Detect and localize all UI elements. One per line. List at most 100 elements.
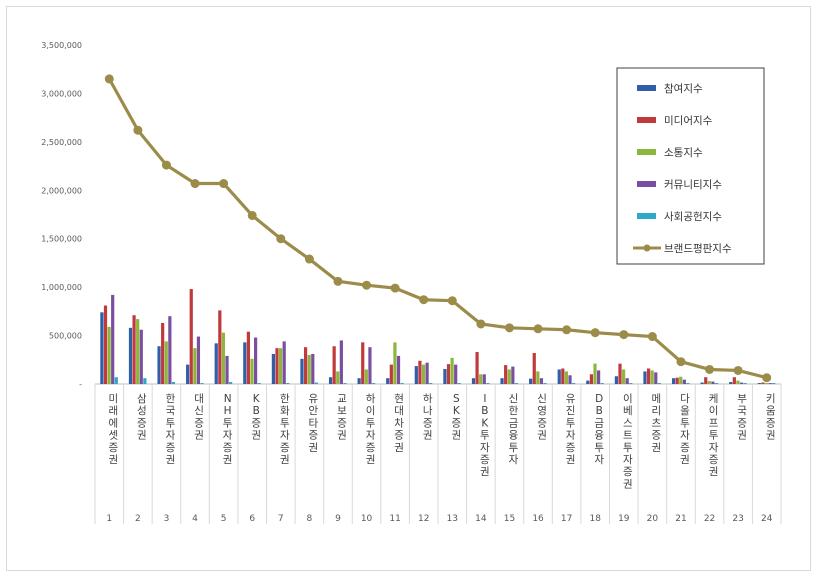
bar-5-13 — [457, 383, 461, 384]
bar-5-22 — [714, 383, 719, 384]
legend-swatch-2 — [637, 117, 656, 123]
brand-index-point-21 — [676, 357, 686, 367]
y-tick-label: 2,500,000 — [41, 138, 82, 147]
index-label-16: 16 — [532, 514, 544, 524]
bar-1-4 — [186, 364, 190, 384]
bar-4-10 — [368, 347, 372, 384]
brand-index-point-19 — [619, 330, 629, 340]
bar-2-19 — [618, 363, 622, 384]
legend-box — [616, 67, 765, 265]
bar-3-5 — [221, 332, 226, 384]
legend-label-4: 커뮤니티지수 — [664, 179, 722, 191]
bar-2-5 — [218, 310, 222, 384]
brand-index-point-24 — [762, 373, 772, 383]
bar-2-10 — [361, 342, 365, 384]
bar-2-4 — [189, 289, 193, 384]
bar-2-7 — [275, 348, 279, 384]
bar-5-18 — [600, 383, 604, 384]
brand-index-point-1 — [104, 74, 114, 84]
bar-1-12 — [414, 366, 418, 384]
bar-1-13 — [443, 368, 447, 384]
bar-4-22 — [711, 381, 715, 384]
brand-index-point-4 — [190, 179, 200, 189]
index-label-13: 13 — [447, 514, 458, 524]
bar-3-10 — [364, 369, 368, 384]
index-label-7: 7 — [278, 514, 284, 524]
bar-1-8 — [300, 358, 304, 384]
bar-2-21 — [675, 377, 679, 384]
bar-3-13 — [450, 357, 454, 384]
bar-5-3 — [171, 382, 176, 384]
bar-1-24 — [757, 383, 761, 384]
y-tick-label: 2,000,000 — [41, 186, 82, 195]
brand-index-point-11 — [390, 283, 400, 293]
brand-index-point-12 — [419, 295, 429, 305]
brand-index-point-17 — [562, 325, 572, 335]
brand-index-point-15 — [504, 323, 514, 333]
brand-index-point-18 — [590, 328, 600, 338]
index-label-14: 14 — [475, 514, 487, 524]
bar-4-2 — [139, 329, 143, 384]
y-tick-label: 1,500,000 — [41, 235, 82, 244]
index-label-21: 21 — [675, 514, 686, 524]
bar-3-21 — [679, 376, 683, 384]
bar-4-4 — [196, 336, 201, 384]
legend-label-3: 소통지수 — [664, 147, 703, 159]
legend-swatch-4 — [637, 181, 656, 187]
bar-5-10 — [371, 383, 376, 384]
bar-1-17 — [557, 369, 561, 384]
index-label-24: 24 — [761, 514, 773, 524]
bar-5-6 — [257, 383, 261, 384]
bar-3-16 — [536, 371, 540, 384]
brand-index-point-10 — [362, 280, 372, 290]
index-label-17: 17 — [561, 514, 572, 524]
bar-4-19 — [625, 378, 629, 384]
bar-4-17 — [568, 375, 572, 384]
bar-4-5 — [225, 355, 229, 384]
bar-5-8 — [314, 382, 318, 384]
bar-1-18 — [586, 380, 590, 384]
index-label-12: 12 — [418, 514, 429, 524]
bar-3-24 — [764, 383, 769, 384]
bar-4-16 — [539, 378, 544, 384]
brand-index-point-16 — [533, 324, 543, 334]
index-label-5: 5 — [221, 514, 227, 524]
bar-5-24 — [772, 383, 776, 384]
bar-5-14 — [486, 383, 490, 384]
brand-index-point-22 — [705, 364, 715, 374]
bar-1-11 — [386, 378, 390, 384]
legend-swatch-3 — [637, 149, 656, 155]
legend-label-1: 참여지수 — [664, 83, 703, 95]
bar-3-14 — [479, 374, 483, 384]
bar-2-11 — [389, 364, 393, 384]
bar-4-12 — [425, 362, 429, 384]
legend-label-6: 브랜드평판지수 — [664, 243, 732, 255]
bar-5-11 — [400, 383, 404, 384]
index-label-15: 15 — [504, 514, 515, 524]
index-label-10: 10 — [361, 514, 373, 524]
brand-index-point-9 — [333, 276, 343, 286]
bar-3-20 — [650, 370, 654, 384]
index-label-19: 19 — [618, 514, 630, 524]
index-label-6: 6 — [249, 514, 255, 524]
bar-5-12 — [429, 383, 433, 384]
bar-1-20 — [643, 371, 647, 384]
bar-3-8 — [307, 354, 311, 384]
brand-index-point-13 — [447, 296, 457, 306]
y-tick-label: 500,000 — [49, 332, 82, 341]
bar-2-16 — [532, 353, 536, 384]
brand-index-point-14 — [476, 319, 486, 329]
bar-2-1 — [103, 305, 108, 384]
bar-4-8 — [311, 353, 315, 384]
